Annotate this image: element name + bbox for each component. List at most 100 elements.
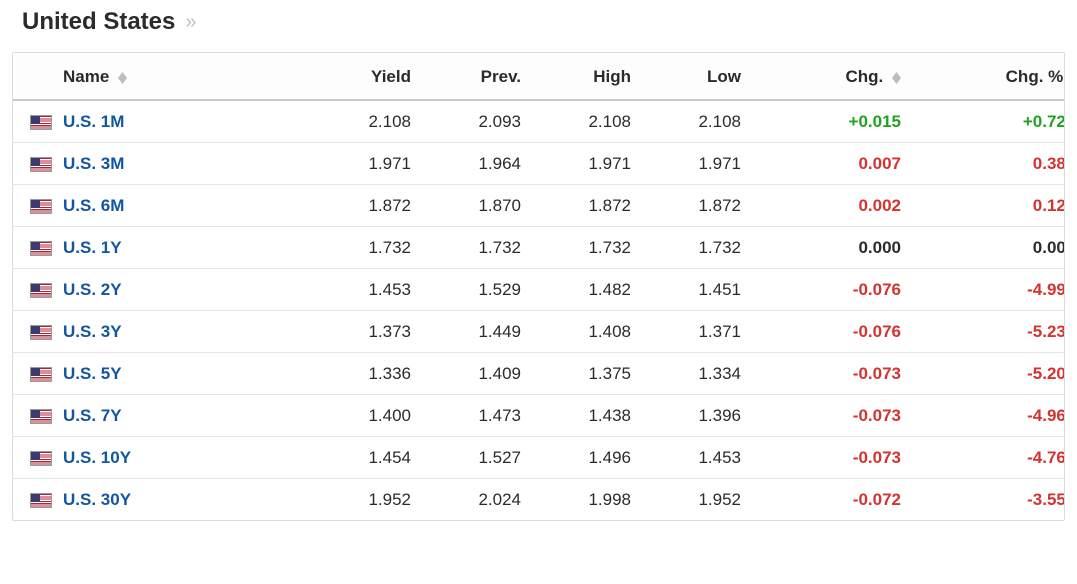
high-cell: 1.482 — [529, 269, 639, 311]
chg-cell: +0.015 — [749, 100, 909, 143]
prev-cell: 1.732 — [419, 227, 529, 269]
high-cell: 2.108 — [529, 100, 639, 143]
instrument-link[interactable]: U.S. 30Y — [63, 490, 131, 509]
flag-cell — [13, 269, 59, 311]
yield-cell: 1.872 — [309, 185, 419, 227]
chgp-cell: 0.12% — [909, 185, 1065, 227]
us-flag-icon — [30, 115, 52, 130]
name-cell: U.S. 1M — [59, 100, 309, 143]
col-chgp[interactable]: Chg. % — [909, 53, 1065, 100]
col-high-label: High — [593, 67, 631, 86]
yield-cell: 1.373 — [309, 311, 419, 353]
instrument-link[interactable]: U.S. 1M — [63, 112, 124, 131]
high-cell: 1.998 — [529, 479, 639, 521]
instrument-link[interactable]: U.S. 2Y — [63, 280, 122, 299]
instrument-link[interactable]: U.S. 1Y — [63, 238, 122, 257]
prev-cell: 1.870 — [419, 185, 529, 227]
flag-cell — [13, 479, 59, 521]
high-cell: 1.408 — [529, 311, 639, 353]
name-cell: U.S. 1Y — [59, 227, 309, 269]
yields-table: Name Yield Prev. High Low Chg. — [13, 53, 1065, 520]
col-yield-label: Yield — [371, 67, 411, 86]
instrument-link[interactable]: U.S. 5Y — [63, 364, 122, 383]
col-name[interactable]: Name — [59, 53, 309, 100]
prev-cell: 1.527 — [419, 437, 529, 479]
yield-cell: 1.971 — [309, 143, 419, 185]
table-row: U.S. 2Y1.4531.5291.4821.451-0.076-4.99% — [13, 269, 1065, 311]
yield-cell: 1.952 — [309, 479, 419, 521]
table-header-row: Name Yield Prev. High Low Chg. — [13, 53, 1065, 100]
high-cell: 1.971 — [529, 143, 639, 185]
low-cell: 2.108 — [639, 100, 749, 143]
section-heading[interactable]: United States » — [22, 8, 1065, 36]
chg-cell: -0.076 — [749, 269, 909, 311]
us-flag-icon — [30, 199, 52, 214]
flag-cell — [13, 100, 59, 143]
col-yield: Yield — [309, 53, 419, 100]
col-chg[interactable]: Chg. — [749, 53, 909, 100]
col-high: High — [529, 53, 639, 100]
prev-cell: 2.093 — [419, 100, 529, 143]
low-cell: 1.971 — [639, 143, 749, 185]
sort-icon — [892, 72, 901, 84]
table-row: U.S. 6M1.8721.8701.8721.8720.0020.12% — [13, 185, 1065, 227]
flag-cell — [13, 311, 59, 353]
chgp-cell: -4.99% — [909, 269, 1065, 311]
us-flag-icon — [30, 325, 52, 340]
instrument-link[interactable]: U.S. 10Y — [63, 448, 131, 467]
us-flag-icon — [30, 409, 52, 424]
chg-cell: 0.007 — [749, 143, 909, 185]
name-cell: U.S. 10Y — [59, 437, 309, 479]
instrument-link[interactable]: U.S. 6M — [63, 196, 124, 215]
name-cell: U.S. 2Y — [59, 269, 309, 311]
yield-cell: 1.400 — [309, 395, 419, 437]
chgp-cell: 0.38% — [909, 143, 1065, 185]
yield-cell: 1.453 — [309, 269, 419, 311]
chg-cell: -0.076 — [749, 311, 909, 353]
prev-cell: 1.409 — [419, 353, 529, 395]
flag-cell — [13, 185, 59, 227]
col-flag — [13, 53, 59, 100]
chgp-cell: 0.00% — [909, 227, 1065, 269]
yield-cell: 2.108 — [309, 100, 419, 143]
section-title: United States — [22, 8, 175, 36]
us-flag-icon — [30, 283, 52, 298]
instrument-link[interactable]: U.S. 7Y — [63, 406, 122, 425]
instrument-link[interactable]: U.S. 3Y — [63, 322, 122, 341]
name-cell: U.S. 3Y — [59, 311, 309, 353]
high-cell: 1.872 — [529, 185, 639, 227]
table-row: U.S. 30Y1.9522.0241.9981.952-0.072-3.55% — [13, 479, 1065, 521]
us-flag-icon — [30, 493, 52, 508]
name-cell: U.S. 3M — [59, 143, 309, 185]
flag-cell — [13, 143, 59, 185]
col-name-label: Name — [63, 67, 109, 86]
prev-cell: 1.473 — [419, 395, 529, 437]
low-cell: 1.453 — [639, 437, 749, 479]
prev-cell: 1.449 — [419, 311, 529, 353]
table-row: U.S. 1M2.1082.0932.1082.108+0.015+0.72% — [13, 100, 1065, 143]
yield-cell: 1.732 — [309, 227, 419, 269]
low-cell: 1.371 — [639, 311, 749, 353]
col-prev-label: Prev. — [481, 67, 521, 86]
name-cell: U.S. 30Y — [59, 479, 309, 521]
prev-cell: 2.024 — [419, 479, 529, 521]
chgp-cell: -5.20% — [909, 353, 1065, 395]
col-prev: Prev. — [419, 53, 529, 100]
name-cell: U.S. 7Y — [59, 395, 309, 437]
table-row: U.S. 10Y1.4541.5271.4961.453-0.073-4.76% — [13, 437, 1065, 479]
high-cell: 1.375 — [529, 353, 639, 395]
low-cell: 1.334 — [639, 353, 749, 395]
chgp-cell: +0.72% — [909, 100, 1065, 143]
high-cell: 1.732 — [529, 227, 639, 269]
flag-cell — [13, 227, 59, 269]
chgp-cell: -3.55% — [909, 479, 1065, 521]
chgp-cell: -4.76% — [909, 437, 1065, 479]
low-cell: 1.952 — [639, 479, 749, 521]
high-cell: 1.438 — [529, 395, 639, 437]
low-cell: 1.872 — [639, 185, 749, 227]
prev-cell: 1.964 — [419, 143, 529, 185]
chg-cell: 0.000 — [749, 227, 909, 269]
instrument-link[interactable]: U.S. 3M — [63, 154, 124, 173]
flag-cell — [13, 353, 59, 395]
chevron-right-icon: » — [185, 11, 196, 34]
